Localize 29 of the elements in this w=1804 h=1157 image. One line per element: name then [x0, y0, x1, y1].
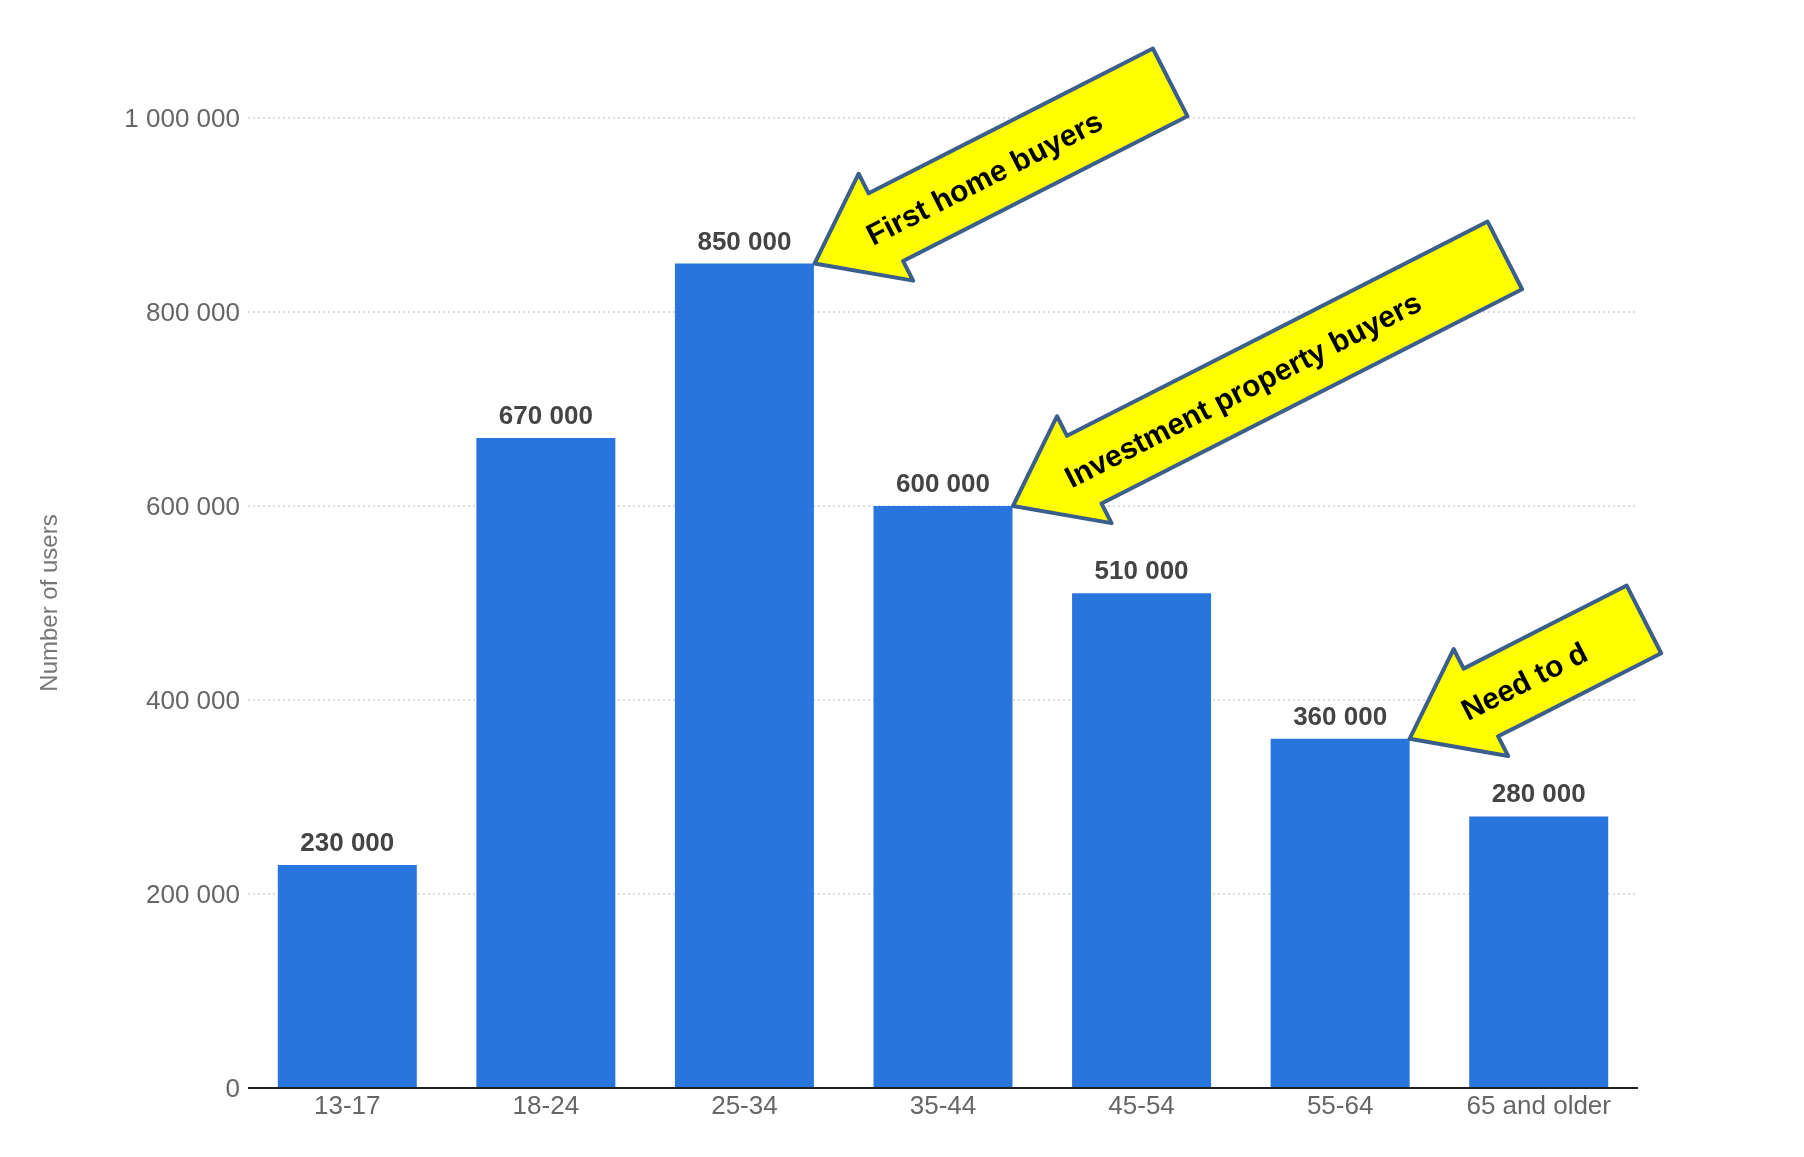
data-label: 600 000 [896, 468, 990, 498]
bar [674, 263, 814, 1088]
x-tick-label: 55-64 [1306, 1090, 1374, 1121]
data-label: 230 000 [300, 826, 395, 857]
y-axis-title: Number of users [34, 514, 62, 692]
x-tick-label: 35-44 [909, 1090, 977, 1121]
y-tick-label: 800 000 [146, 297, 240, 328]
data-label: 360 000 [1293, 700, 1388, 731]
data-label: 510 000 [1094, 555, 1189, 586]
y-tick-label: 400 000 [146, 685, 240, 716]
x-tick-label: 65 and older [1466, 1090, 1612, 1121]
y-tick-label: 200 000 [146, 879, 240, 910]
bar [1072, 593, 1212, 1088]
x-tick-label: 18-24 [512, 1090, 580, 1121]
bar [873, 506, 1013, 1088]
data-label: 670 000 [498, 400, 593, 431]
y-tick-label: 0 [225, 1073, 240, 1104]
bar [476, 438, 616, 1088]
data-label: 850 000 [697, 225, 792, 256]
y-tick-label: 600 000 [146, 491, 240, 522]
bar [1469, 816, 1609, 1088]
annotation: Need to d [1455, 635, 1593, 727]
x-tick-label: 25-34 [711, 1090, 778, 1121]
bar [277, 864, 417, 1088]
y-tick-label: 1 000 000 [124, 103, 240, 134]
x-tick-label: 13-17 [314, 1090, 381, 1121]
bar [1270, 738, 1410, 1088]
x-tick-label: 45-54 [1108, 1090, 1175, 1121]
data-label: 280 000 [1491, 778, 1586, 809]
